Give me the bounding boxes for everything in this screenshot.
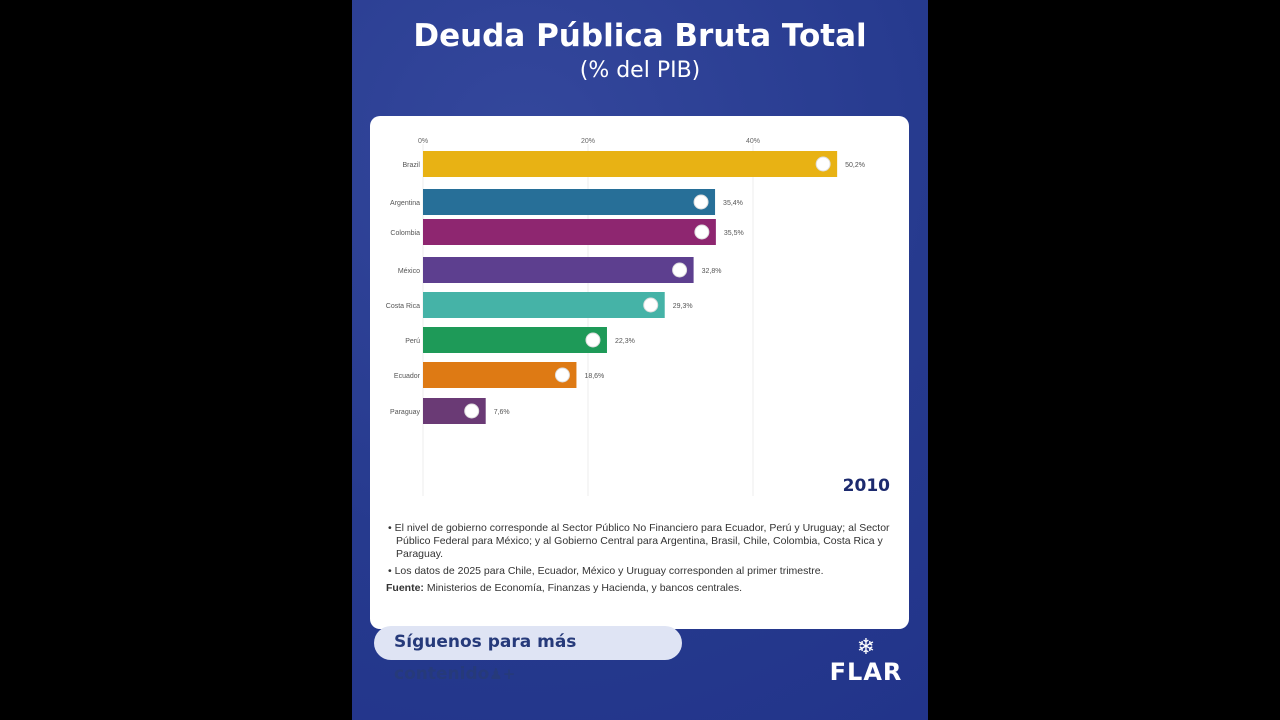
flag-icon xyxy=(464,403,480,419)
note-2: • Los datos de 2025 para Chile, Ecuador,… xyxy=(388,565,824,577)
year-label: 2010 xyxy=(843,476,890,496)
x-tick-label: 20% xyxy=(581,138,595,145)
follow-label: Síguenos para más contenido xyxy=(394,632,577,684)
logo-text: FLAR xyxy=(829,658,903,686)
bar xyxy=(423,362,577,388)
flar-logo: ❄ FLAR xyxy=(824,634,908,687)
bar xyxy=(423,292,665,318)
category-label: Costa Rica xyxy=(386,303,420,310)
x-tick-label: 0% xyxy=(418,138,428,145)
data-label: 22,3% xyxy=(615,338,635,345)
bar xyxy=(423,189,716,215)
bar-chart: 0% 20% 40% Brazil 50,2% Argentina 35,4% Colombi… xyxy=(386,138,890,496)
flag-icon xyxy=(554,367,570,383)
source: Fuente: Ministerios de Economía, Finanza… xyxy=(386,582,896,595)
category-label: Perú xyxy=(405,338,420,345)
bar xyxy=(423,257,694,283)
bar xyxy=(423,327,607,353)
flag-icon xyxy=(585,332,601,348)
page-title: Deuda Pública Bruta Total xyxy=(413,18,867,54)
category-label: Colombia xyxy=(390,230,420,237)
x-tick-label: 40% xyxy=(746,138,760,145)
note-1: • El nivel de gobierno corresponde al Se… xyxy=(388,522,890,560)
chart-card: 0% 20% 40% Brazil 50,2% Argentina 35,4% Colombi… xyxy=(370,116,909,629)
data-label: 7,6% xyxy=(494,409,510,416)
category-label: Paraguay xyxy=(390,409,420,416)
data-label: 50,2% xyxy=(845,162,865,169)
bar xyxy=(423,219,716,245)
infographic-panel: Deuda Pública Bruta Total (% del PIB) 0%… xyxy=(352,0,928,720)
flag-icon xyxy=(693,194,709,210)
category-label: México xyxy=(398,268,420,275)
notes: • El nivel de gobierno corresponde al Se… xyxy=(386,522,896,595)
page-subtitle: (% del PIB) xyxy=(579,58,701,83)
flag-icon xyxy=(694,224,710,240)
data-label: 29,3% xyxy=(673,303,693,310)
follow-button[interactable]: Síguenos para más contenido♟+ xyxy=(374,626,682,684)
user-plus-icon: ♟+ xyxy=(489,665,516,683)
data-label: 18,6% xyxy=(584,373,604,380)
source-label: Fuente: xyxy=(386,582,424,594)
flag-icon xyxy=(815,156,831,172)
category-label: Brazil xyxy=(402,162,420,169)
note-text: El nivel de gobierno corresponde al Sect… xyxy=(394,522,890,560)
category-label: Argentina xyxy=(390,200,420,207)
source-text: Ministerios de Economía, Finanzas y Haci… xyxy=(426,582,742,594)
star-emblem-icon: ❄ xyxy=(856,634,876,659)
flag-icon xyxy=(643,297,659,313)
note-text: Los datos de 2025 para Chile, Ecuador, M… xyxy=(394,565,824,577)
flag-icon xyxy=(672,262,688,278)
category-label: Ecuador xyxy=(394,373,421,380)
data-label: 35,5% xyxy=(724,230,744,237)
data-label: 32,8% xyxy=(702,268,722,275)
data-label: 35,4% xyxy=(723,200,743,207)
bar xyxy=(423,151,838,177)
